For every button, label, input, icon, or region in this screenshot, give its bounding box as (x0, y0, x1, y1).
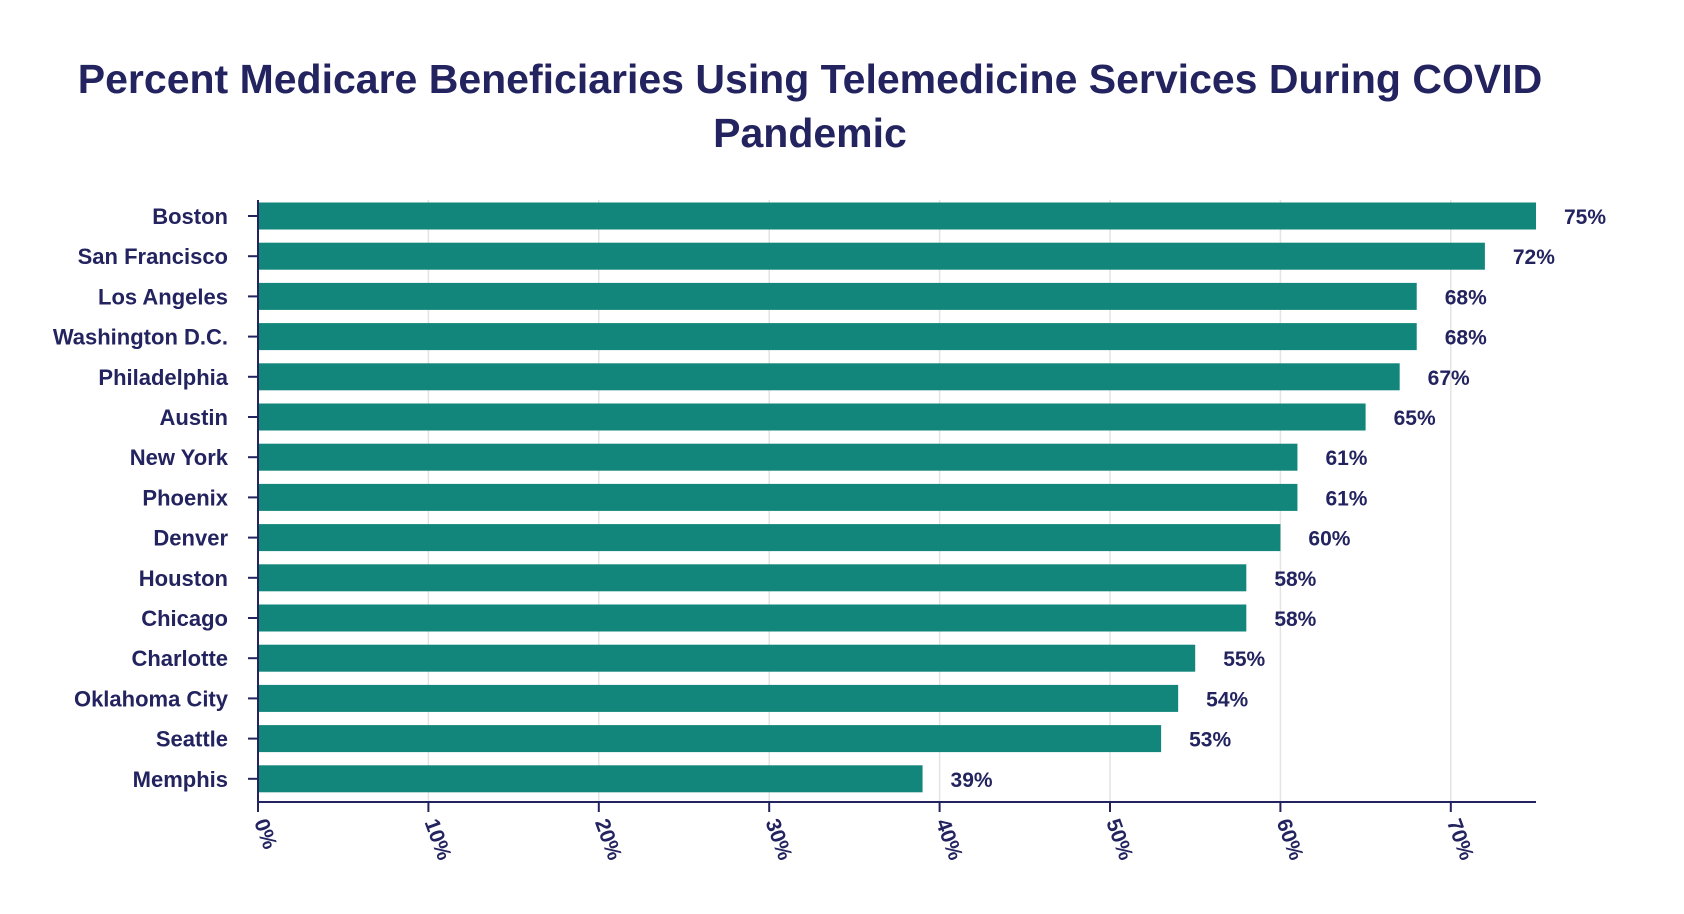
x-tick-label: 60% (1272, 816, 1308, 864)
bar (258, 242, 1485, 270)
x-tick-label: 30% (761, 816, 797, 864)
value-label: 55% (1223, 648, 1265, 671)
bar (258, 363, 1400, 391)
value-label: 67% (1428, 367, 1470, 390)
bar (258, 443, 1298, 471)
bars (258, 202, 1536, 793)
value-label: 61% (1325, 487, 1367, 510)
category-label: Washington D.C. (53, 325, 228, 350)
value-label: 61% (1325, 447, 1367, 470)
x-tick-label: 40% (931, 816, 967, 864)
value-label: 54% (1206, 688, 1248, 711)
bar (258, 403, 1366, 431)
bar (258, 524, 1281, 552)
x-tick-label: 50% (1101, 816, 1137, 864)
category-label: Seattle (156, 727, 228, 752)
category-label: Chicago (141, 606, 228, 631)
bar (258, 644, 1196, 672)
axes (248, 200, 1536, 812)
value-label: 75% (1564, 206, 1606, 229)
category-label: San Francisco (78, 244, 228, 269)
category-label: Boston (152, 204, 228, 229)
x-tick-label: 20% (590, 816, 626, 864)
value-label: 60% (1308, 528, 1350, 551)
category-label: Charlotte (131, 646, 228, 671)
x-tick-label: 70% (1442, 816, 1478, 864)
category-label: Memphis (133, 767, 228, 792)
value-label: 65% (1394, 407, 1436, 430)
bar (258, 202, 1536, 230)
bar (258, 564, 1247, 592)
value-label: 72% (1513, 246, 1555, 269)
category-label: Denver (153, 526, 228, 551)
value-label: 39% (951, 769, 993, 792)
value-label: 58% (1274, 608, 1316, 631)
bar (258, 483, 1298, 511)
category-label: Phoenix (142, 485, 228, 510)
category-label: Philadelphia (98, 365, 228, 390)
value-label: 68% (1445, 327, 1487, 350)
x-tick-label: 0% (249, 816, 281, 853)
category-label: New York (130, 445, 229, 470)
category-label: Houston (139, 566, 228, 591)
category-label: Austin (160, 405, 228, 430)
value-label: 53% (1189, 729, 1231, 752)
x-tick-label: 10% (420, 816, 456, 864)
bar (258, 323, 1417, 351)
bar (258, 684, 1179, 712)
value-label: 58% (1274, 568, 1316, 591)
bar (258, 282, 1417, 310)
category-label: Los Angeles (98, 284, 228, 309)
value-label: 68% (1445, 286, 1487, 309)
bar (258, 604, 1247, 632)
chart-title: Percent Medicare Beneficiaries Using Tel… (77, 56, 1543, 156)
category-label: Oklahoma City (74, 686, 229, 711)
bar (258, 765, 923, 793)
bar (258, 725, 1162, 753)
